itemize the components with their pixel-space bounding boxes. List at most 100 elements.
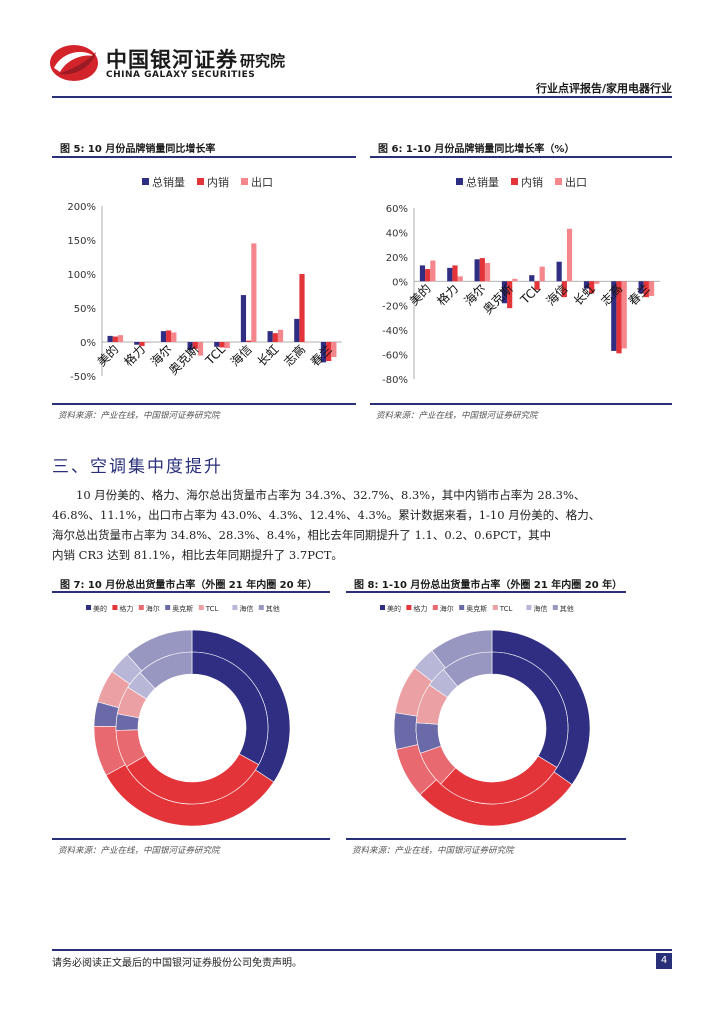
x-tick-label: 格力 [434, 281, 462, 309]
outer-ring-slice [393, 712, 419, 750]
bar [643, 281, 649, 298]
bar [556, 261, 562, 282]
footer-rule [52, 949, 672, 951]
brand-logo [48, 42, 100, 84]
bar [144, 342, 150, 343]
figure7-source: 资料来源：产业在线，中国银河证券研究院 [58, 846, 220, 856]
bar [166, 330, 172, 342]
bar [197, 342, 204, 356]
paragraph-line: 46.8%、11.1%，出口市占率为 43.0%、4.3%、12.4%、4.3%… [52, 508, 601, 522]
institute-name: 研究院 [240, 52, 286, 70]
y-tick-label: 200% [67, 202, 96, 213]
bar [304, 342, 310, 343]
figure5-title: 图 5: 10 月份品牌销量同比增长率 [60, 144, 216, 155]
bar [583, 281, 590, 289]
paragraph-line: 内销 CR3 达到 81.1%，相比去年同期提升了 3.7PCT。 [52, 548, 343, 562]
bar [219, 342, 225, 348]
bar [294, 318, 300, 342]
legend-label: 格力 [413, 604, 427, 613]
legend-swatch [406, 605, 412, 610]
x-tick-label: 美的 [406, 281, 434, 309]
legend-swatch [138, 605, 144, 610]
legend-label: 其他 [560, 604, 574, 613]
bar [187, 342, 193, 351]
chart-share-oct: 美的 格力 海尔 奥克斯 TCL 海信 其他 [86, 604, 291, 827]
y-tick-label: 150% [67, 236, 96, 247]
section-paragraph: 10 月份美的、格力、海尔总出货量市占率为 34.3%、32.7%、8.3%，其… [52, 485, 672, 565]
legend-swatch [258, 605, 264, 610]
legend-swatch [492, 605, 498, 610]
bar [529, 275, 535, 282]
y-tick-label: 100% [67, 270, 96, 281]
bar [501, 281, 508, 304]
inner-ring-slice [443, 651, 493, 687]
company-name-en: CHINA GALAXY SECURITIES [106, 70, 256, 80]
legend-swatch [555, 178, 562, 185]
x-tick-label: 长虹 [255, 342, 282, 369]
header-rule [52, 96, 672, 98]
legend-swatch [197, 178, 204, 185]
legend-label: TCL [205, 605, 219, 613]
bar [484, 262, 491, 282]
y-tick-label: 60% [386, 204, 408, 215]
x-tick-label: 奥克斯 [166, 342, 201, 377]
legend-label: 总销量 [152, 175, 185, 189]
legend-swatch [459, 605, 465, 610]
legend-swatch [511, 178, 518, 185]
x-tick-label: 美的 [94, 342, 122, 370]
legend-label: 内销 [521, 175, 543, 189]
galaxy-logo-icon [50, 45, 98, 81]
paragraph-line: 10 月份美的、格力、海尔总出货量市占率为 34.3%、32.7%、8.3%，其… [76, 488, 586, 502]
y-tick-label: 50% [74, 304, 96, 315]
figure8-title: 图 8: 1-10 月份总出货量市占率（外圈 21 年内圈 20 年） [354, 580, 623, 591]
figure6-source: 资料来源：产业在线，中国银河证券研究院 [376, 411, 538, 421]
legend-label: 海尔 [440, 604, 454, 613]
legend-swatch [198, 605, 204, 610]
y-tick-label: 0% [80, 338, 96, 349]
figure7-title: 图 7: 10 月份总出货量市占率（外圈 21 年内圈 20 年） [60, 580, 318, 591]
bar [240, 295, 247, 342]
bar [561, 281, 567, 298]
x-tick-label: 志高 [281, 342, 309, 370]
paragraph-line: 海尔总出货量市占率为 34.8%、28.3%、8.4%，相比去年同期提升了 1.… [52, 528, 552, 542]
bar [107, 335, 113, 342]
x-tick-label: 海信 [227, 342, 255, 370]
legend-swatch [456, 178, 463, 185]
legend-label: 其他 [266, 604, 280, 613]
bar [452, 265, 458, 282]
y-tick-label: -50% [70, 372, 96, 383]
bar [430, 260, 436, 282]
bar [566, 228, 573, 282]
legend-swatch [526, 605, 532, 610]
legend-swatch [432, 605, 438, 610]
bar [474, 259, 480, 282]
bar [320, 342, 327, 363]
bar [638, 281, 644, 294]
legend-label: 海信 [239, 604, 253, 613]
y-tick-label: -60% [382, 351, 408, 362]
y-tick-label: 40% [386, 228, 408, 239]
y-tick-label: -20% [382, 302, 408, 313]
legend-label: 海信 [533, 604, 547, 613]
legend-label: 出口 [565, 175, 587, 189]
bar [621, 281, 627, 349]
figure5-source: 资料来源：产业在线，中国银河证券研究院 [58, 411, 220, 421]
bar [457, 276, 463, 282]
figure7-title-rule [52, 591, 330, 593]
legend-label: 美的 [387, 604, 401, 613]
bar [447, 267, 453, 282]
bar [224, 342, 230, 349]
bar [512, 278, 518, 282]
page-number: 4 [656, 953, 672, 969]
legend-label: 内销 [207, 175, 229, 189]
figure7-source-rule [52, 838, 330, 840]
legend-label: 奥克斯 [172, 604, 193, 613]
bar [112, 336, 118, 342]
bar [611, 281, 617, 351]
bar [214, 342, 220, 347]
report-type: 行业点评报告/家用电器行业 [535, 82, 672, 95]
bar [419, 265, 426, 282]
legend-label: 美的 [93, 604, 107, 613]
legend-swatch [165, 605, 171, 610]
bar [117, 335, 124, 342]
